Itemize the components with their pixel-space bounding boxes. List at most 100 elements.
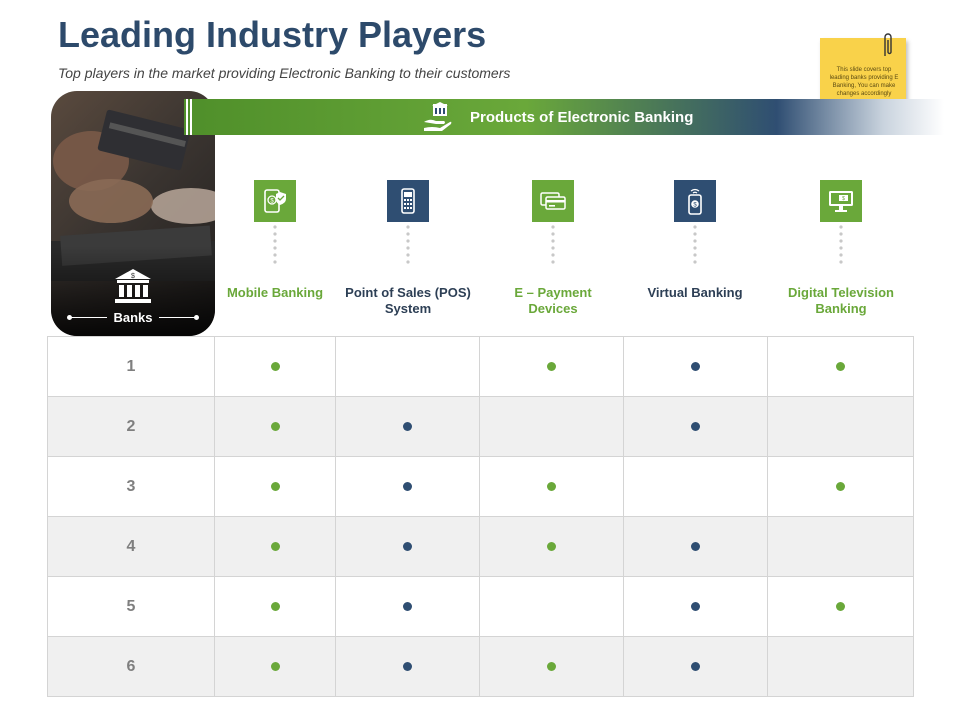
matrix-cell <box>479 516 624 577</box>
connector-dots <box>551 225 555 264</box>
connector-dots <box>839 225 843 264</box>
matrix-cell <box>623 516 768 577</box>
product-pos-system: Point of Sales (POS) System <box>343 180 473 317</box>
pos-terminal-icon <box>401 188 415 214</box>
matrix-cell <box>214 516 336 577</box>
table-row: 6 <box>47 636 914 697</box>
row-number: 5 <box>47 576 215 637</box>
matrix-cell <box>623 396 768 457</box>
banks-label-row: Banks <box>51 309 215 325</box>
row-number: 2 <box>47 396 215 457</box>
availability-dot <box>836 601 845 611</box>
matrix-cell <box>623 336 768 397</box>
matrix-cell <box>623 576 768 637</box>
connector-dots <box>693 225 697 264</box>
availability-dot <box>691 421 700 431</box>
matrix-cell <box>479 396 624 457</box>
matrix-cell <box>767 576 914 637</box>
products-banner: Products of Electronic Banking <box>184 99 944 135</box>
product-mobile-banking: $ Mobile Banking <box>210 180 340 301</box>
availability-dot <box>547 361 556 371</box>
matrix-cell <box>335 396 480 457</box>
paperclip-icon <box>884 33 892 56</box>
svg-text:$: $ <box>842 196 845 202</box>
product-digital-television-banking: $ Digital Television Banking <box>776 180 906 317</box>
availability-dot <box>691 601 700 611</box>
row-number: 1 <box>47 336 215 397</box>
sticky-note-text: This slide covers top leading banks prov… <box>829 67 899 97</box>
table-row: 1 <box>47 336 914 397</box>
matrix-cell <box>335 516 480 577</box>
product-icon-box <box>532 180 574 222</box>
matrix-cell <box>214 396 336 457</box>
matrix-cell <box>479 576 624 637</box>
svg-text:$: $ <box>693 202 697 208</box>
matrix-cell <box>767 396 914 457</box>
matrix-cell <box>335 636 480 697</box>
product-label: Virtual Banking <box>647 285 743 300</box>
availability-dot <box>270 661 280 671</box>
availability-dot <box>403 421 412 431</box>
availability-dot <box>691 661 700 671</box>
credit-card-icon <box>540 192 566 210</box>
banks-label: Banks <box>113 309 153 325</box>
availability-dot <box>691 541 700 551</box>
page-title: Leading Industry Players <box>58 14 487 55</box>
bank-building-icon: $ <box>115 269 151 303</box>
matrix-cell <box>767 456 914 517</box>
availability-dot <box>270 601 280 611</box>
product-icon-box: $ <box>674 180 716 222</box>
matrix-cell <box>214 636 336 697</box>
table-row: 5 <box>47 576 914 637</box>
banner-title: Products of Electronic Banking <box>470 109 694 126</box>
matrix-cell <box>335 336 480 397</box>
availability-dot <box>403 601 412 611</box>
availability-dot <box>691 361 700 371</box>
availability-dot <box>403 541 412 551</box>
matrix-cell <box>767 336 914 397</box>
matrix-cell <box>623 636 768 697</box>
banks-panel: $ Banks <box>51 91 215 336</box>
matrix-cell <box>479 336 624 397</box>
row-number: 6 <box>47 636 215 697</box>
product-icon-box: $ <box>820 180 862 222</box>
availability-dot <box>270 421 280 431</box>
page-subtitle: Top players in the market providing Elec… <box>58 65 511 81</box>
matrix-cell <box>214 336 336 397</box>
smartphone-dollar-icon: $ <box>688 188 702 215</box>
product-label: Point of Sales (POS) System <box>345 285 471 316</box>
availability-dot <box>270 481 280 491</box>
matrix-cell <box>479 636 624 697</box>
product-virtual-banking: $ Virtual Banking <box>630 180 760 301</box>
row-number: 3 <box>47 456 215 517</box>
monitor-dollar-icon: $ <box>829 191 853 212</box>
table-row: 2 <box>47 396 914 457</box>
matrix-cell <box>335 576 480 637</box>
availability-dot <box>403 481 412 491</box>
product-icon-box: $ <box>254 180 296 222</box>
availability-dot <box>836 481 845 491</box>
hand-bank-icon <box>424 102 452 131</box>
matrix-cell <box>623 456 768 517</box>
availability-dot <box>836 361 845 371</box>
product-icon-box <box>387 180 429 222</box>
table-row: 4 <box>47 516 914 577</box>
product-label: E – Payment Devices <box>514 285 592 316</box>
availability-dot <box>547 481 556 491</box>
mobile-dollar-icon: $ <box>264 189 286 213</box>
svg-text:$: $ <box>270 199 274 205</box>
availability-dot <box>270 361 280 371</box>
svg-text:$: $ <box>131 273 135 280</box>
availability-dot <box>547 661 556 671</box>
row-number: 4 <box>47 516 215 577</box>
product-label: Mobile Banking <box>226 285 324 300</box>
matrix-cell <box>479 456 624 517</box>
matrix-cell <box>335 456 480 517</box>
availability-dot <box>547 541 556 551</box>
availability-dot <box>270 541 280 551</box>
product-label: Digital Television Banking <box>788 285 894 316</box>
table-row: 3 <box>47 456 914 517</box>
product-e-payment-devices: E – Payment Devices <box>488 180 618 317</box>
connector-dots <box>406 225 410 264</box>
